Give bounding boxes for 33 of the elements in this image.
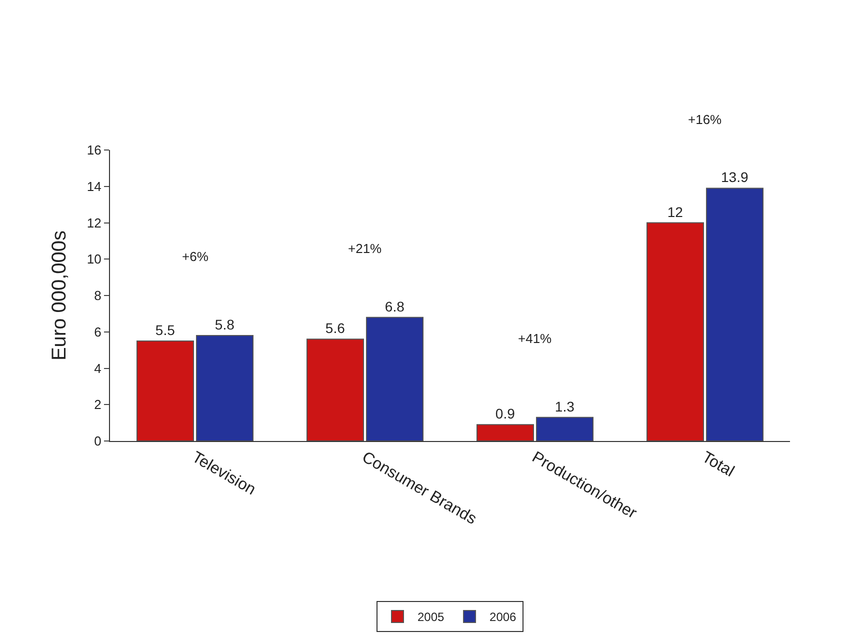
bar	[136, 340, 194, 441]
bar	[646, 222, 704, 441]
y-tick-label: 8	[94, 288, 102, 304]
bar	[306, 338, 364, 441]
data-label: 5.5	[155, 322, 176, 338]
data-label: 1.3	[554, 398, 575, 414]
y-tick-label: 0	[94, 434, 102, 449]
y-tick-label: 12	[86, 215, 102, 230]
annotation: +21%	[348, 241, 382, 256]
data-label: 5.6	[325, 320, 346, 336]
y-tick-label: 10	[86, 252, 102, 267]
y-tick-label: 6	[94, 324, 102, 340]
y-tick-label: 16	[86, 142, 102, 158]
text: +16%	[688, 112, 722, 127]
data-label: 12	[667, 204, 684, 220]
y-tick-label: 14	[86, 178, 102, 194]
data-label: 13.9	[721, 169, 748, 186]
x-tick-label: Total	[699, 448, 737, 480]
bar	[196, 335, 254, 441]
data-label: 6.8	[384, 298, 405, 314]
annotation: +41%	[518, 331, 552, 346]
y-axis-title: Euro 000,000s	[48, 230, 70, 361]
bar	[706, 188, 764, 441]
annotation: +6%	[182, 249, 209, 264]
data-label: 0.9	[495, 406, 516, 422]
legend-label: 2005	[418, 610, 445, 624]
bar	[366, 316, 424, 441]
bar	[536, 416, 594, 441]
y-tick-label: 4	[94, 360, 102, 376]
legend-label: 2006	[490, 610, 517, 624]
data-label: 5.8	[214, 316, 235, 333]
bar	[476, 424, 534, 441]
y-tick-label: 2	[94, 397, 102, 412]
